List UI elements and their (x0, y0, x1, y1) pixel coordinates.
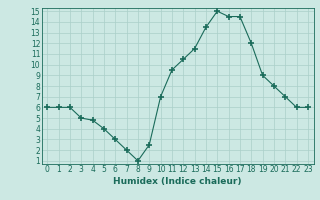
X-axis label: Humidex (Indice chaleur): Humidex (Indice chaleur) (113, 177, 242, 186)
